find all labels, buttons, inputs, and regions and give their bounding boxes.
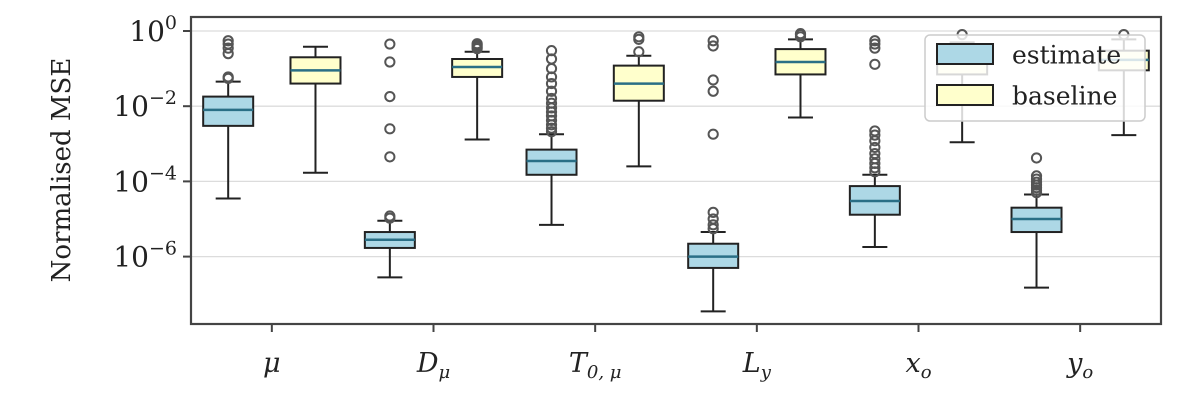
y-tick-label: 10−2 — [113, 87, 177, 123]
y-tick-label: 10−4 — [113, 162, 177, 198]
outlier-point — [1032, 153, 1041, 162]
outlier-point — [385, 39, 394, 48]
x-tick-label: xo — [905, 348, 931, 383]
outlier-point — [709, 130, 718, 139]
outlier-point — [709, 208, 718, 217]
box-baseline-1 — [452, 39, 502, 139]
legend-label-baseline: baseline — [1012, 82, 1117, 111]
box-estimate-0 — [203, 36, 253, 198]
y-tick-label: 10−6 — [113, 238, 177, 274]
box-estimate-1 — [365, 39, 415, 277]
box-estimate-3 — [688, 36, 738, 311]
legend: estimate baseline — [925, 35, 1145, 121]
iqr-box — [527, 150, 577, 175]
box-estimate-5 — [1012, 153, 1062, 287]
iqr-box — [203, 97, 253, 126]
outlier-point — [385, 92, 394, 101]
outlier-point — [709, 87, 718, 96]
outlier-point — [385, 124, 394, 133]
legend-swatch-estimate — [937, 44, 993, 64]
y-axis-label: Normalised MSE — [47, 58, 77, 283]
x-tick-label: μ — [263, 348, 281, 379]
outlier-point — [385, 152, 394, 161]
x-tick-label: yo — [1066, 348, 1093, 383]
box-baseline-3 — [775, 29, 825, 117]
legend-swatch-baseline — [937, 85, 993, 105]
x-tick-label: T0, μ — [569, 348, 622, 383]
outlier-point — [709, 75, 718, 84]
box-estimate-4 — [850, 36, 900, 247]
legend-label-estimate: estimate — [1012, 41, 1121, 70]
box-estimate-2 — [527, 46, 577, 225]
x-tick-label: Dμ — [416, 348, 450, 383]
box-baseline-2 — [614, 32, 664, 166]
x-tick-label: Ly — [742, 348, 772, 383]
y-tick-label: 100 — [129, 12, 177, 48]
box-baseline-0 — [290, 47, 340, 173]
outlier-point — [870, 60, 879, 69]
outlier-point — [385, 57, 394, 66]
